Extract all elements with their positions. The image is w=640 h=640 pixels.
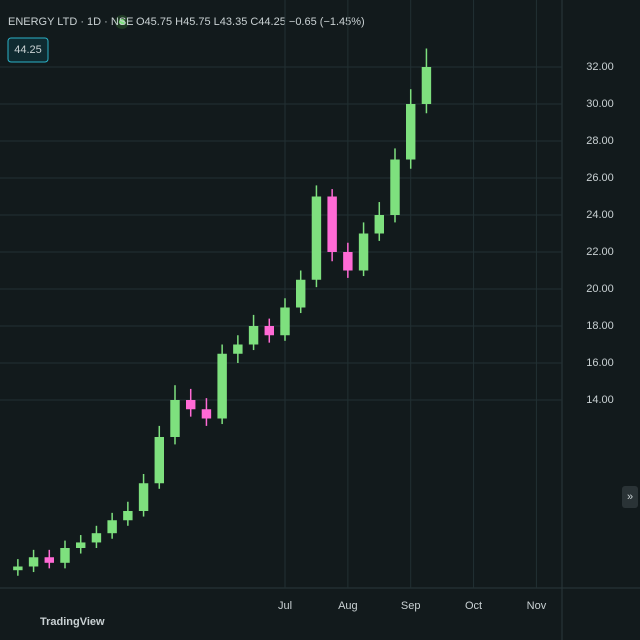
- y-tick-label: 32.00: [586, 61, 614, 73]
- x-tick-label: Jul: [278, 600, 292, 612]
- candle-body: [107, 520, 117, 534]
- candle-body: [44, 557, 54, 563]
- candle-body: [28, 557, 39, 567]
- candle-body: [374, 215, 384, 234]
- candle-body: [13, 566, 23, 571]
- price-badge-text: 44.25: [14, 44, 42, 56]
- y-tick-label: 24.00: [586, 209, 614, 221]
- candle-body: [358, 233, 369, 271]
- candle-body: [406, 104, 416, 160]
- candle-body: [201, 409, 212, 419]
- y-tick-label: 28.00: [586, 135, 614, 147]
- y-tick-label: 30.00: [586, 98, 614, 110]
- candle-body: [311, 196, 322, 280]
- candle-body: [280, 307, 290, 336]
- candle-body: [91, 533, 102, 543]
- candle-body: [233, 344, 243, 354]
- candle-body: [296, 279, 306, 308]
- x-tick-label: Oct: [465, 600, 482, 612]
- candle-body: [170, 400, 180, 437]
- candle-body: [421, 67, 432, 104]
- candle-body: [154, 437, 164, 484]
- candle-body: [248, 326, 259, 345]
- y-tick-label: 26.00: [586, 172, 614, 184]
- y-tick-label: 14.00: [586, 394, 614, 406]
- price-badge[interactable]: [7, 37, 49, 63]
- x-tick-label: Aug: [338, 600, 358, 612]
- candle-body: [390, 159, 400, 215]
- candle-body: [123, 511, 133, 521]
- candle-body: [264, 326, 274, 336]
- candle-body: [138, 483, 149, 511]
- y-tick-label: 22.00: [586, 246, 614, 258]
- watermark: TradingView: [40, 616, 105, 628]
- symbol-title: ENERGY LTD · 1D · NSE: [8, 16, 134, 28]
- candle-body: [60, 548, 70, 563]
- y-tick-label: 20.00: [586, 283, 614, 295]
- candle-body: [186, 400, 196, 410]
- scroll-icon: »: [627, 491, 633, 503]
- x-tick-label: Nov: [527, 600, 547, 612]
- scroll-button[interactable]: [622, 486, 638, 508]
- candle-body: [343, 252, 353, 271]
- x-tick-label: Sep: [401, 600, 421, 612]
- candle-body: [327, 196, 337, 252]
- y-tick-label: 16.00: [586, 357, 614, 369]
- ohlc-legend: O45.75 H45.75 L43.35 C44.25 −0.65 (−1.45…: [136, 16, 365, 28]
- status-dot-inner: [119, 19, 125, 25]
- y-tick-label: 18.00: [586, 320, 614, 332]
- candle-body: [217, 353, 227, 419]
- candle-body: [76, 542, 86, 548]
